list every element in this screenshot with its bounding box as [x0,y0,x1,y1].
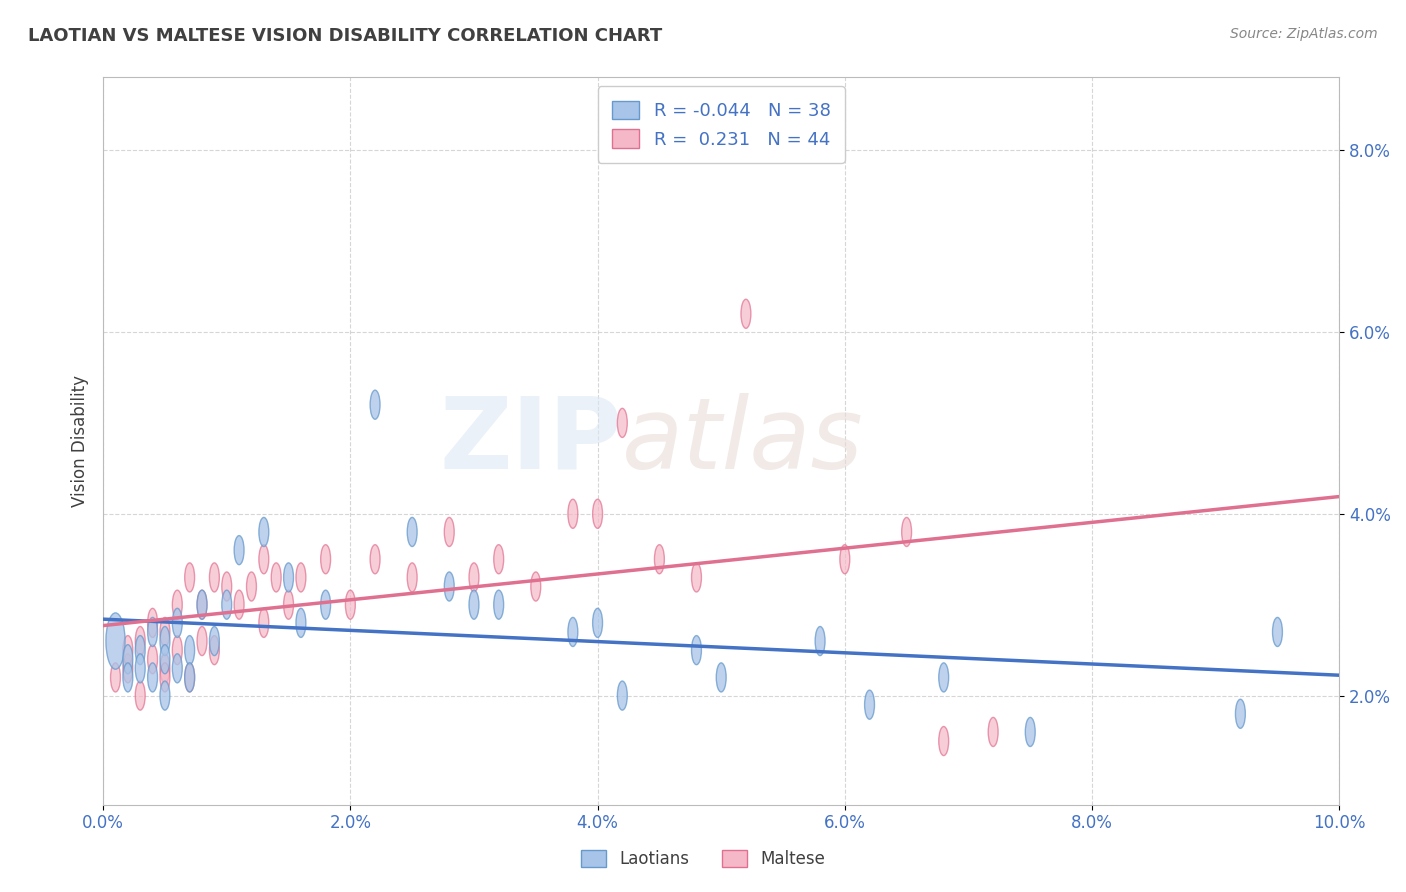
Legend: Laotians, Maltese: Laotians, Maltese [574,843,832,875]
Ellipse shape [815,626,825,656]
Ellipse shape [321,545,330,574]
Ellipse shape [321,591,330,619]
Ellipse shape [1236,699,1246,728]
Ellipse shape [122,663,132,692]
Ellipse shape [741,299,751,328]
Ellipse shape [148,645,157,673]
Ellipse shape [494,545,503,574]
Ellipse shape [184,663,194,692]
Ellipse shape [839,545,849,574]
Ellipse shape [173,608,183,638]
Ellipse shape [246,572,256,601]
Ellipse shape [593,608,603,638]
Ellipse shape [408,517,418,547]
Ellipse shape [160,617,170,647]
Ellipse shape [160,645,170,673]
Ellipse shape [148,608,157,638]
Ellipse shape [531,572,541,601]
Ellipse shape [259,608,269,638]
Ellipse shape [716,663,725,692]
Ellipse shape [135,636,145,665]
Ellipse shape [135,681,145,710]
Ellipse shape [111,663,121,692]
Ellipse shape [197,591,207,619]
Ellipse shape [271,563,281,592]
Ellipse shape [160,681,170,710]
Ellipse shape [160,663,170,692]
Ellipse shape [692,563,702,592]
Legend: R = -0.044   N = 38, R =  0.231   N = 44: R = -0.044 N = 38, R = 0.231 N = 44 [598,87,845,163]
Ellipse shape [222,572,232,601]
Ellipse shape [122,636,132,665]
Ellipse shape [259,517,269,547]
Ellipse shape [692,636,702,665]
Text: atlas: atlas [623,392,863,490]
Ellipse shape [135,654,145,683]
Ellipse shape [184,636,194,665]
Ellipse shape [184,663,194,692]
Ellipse shape [284,591,294,619]
Ellipse shape [1025,717,1035,747]
Ellipse shape [297,563,307,592]
Y-axis label: Vision Disability: Vision Disability [72,375,89,507]
Ellipse shape [901,517,911,547]
Ellipse shape [160,626,170,656]
Ellipse shape [105,613,125,669]
Ellipse shape [470,591,479,619]
Ellipse shape [209,626,219,656]
Ellipse shape [259,545,269,574]
Ellipse shape [494,591,503,619]
Ellipse shape [865,690,875,719]
Ellipse shape [617,681,627,710]
Ellipse shape [939,663,949,692]
Ellipse shape [173,591,183,619]
Ellipse shape [470,563,479,592]
Ellipse shape [197,626,207,656]
Ellipse shape [284,563,294,592]
Ellipse shape [370,390,380,419]
Ellipse shape [135,626,145,656]
Ellipse shape [222,591,232,619]
Ellipse shape [148,663,157,692]
Ellipse shape [209,563,219,592]
Ellipse shape [122,645,132,673]
Ellipse shape [209,636,219,665]
Ellipse shape [297,608,307,638]
Text: Source: ZipAtlas.com: Source: ZipAtlas.com [1230,27,1378,41]
Ellipse shape [197,591,207,619]
Ellipse shape [346,591,356,619]
Ellipse shape [654,545,665,574]
Ellipse shape [122,654,132,683]
Ellipse shape [568,617,578,647]
Ellipse shape [1272,617,1282,647]
Ellipse shape [160,654,170,683]
Ellipse shape [235,591,245,619]
Ellipse shape [444,517,454,547]
Ellipse shape [939,726,949,756]
Ellipse shape [568,500,578,528]
Ellipse shape [370,545,380,574]
Ellipse shape [408,563,418,592]
Ellipse shape [593,500,603,528]
Ellipse shape [235,535,245,565]
Ellipse shape [173,636,183,665]
Ellipse shape [988,717,998,747]
Text: LAOTIAN VS MALTESE VISION DISABILITY CORRELATION CHART: LAOTIAN VS MALTESE VISION DISABILITY COR… [28,27,662,45]
Text: ZIP: ZIP [440,392,623,490]
Ellipse shape [444,572,454,601]
Ellipse shape [617,409,627,437]
Ellipse shape [173,654,183,683]
Ellipse shape [184,563,194,592]
Ellipse shape [148,617,157,647]
